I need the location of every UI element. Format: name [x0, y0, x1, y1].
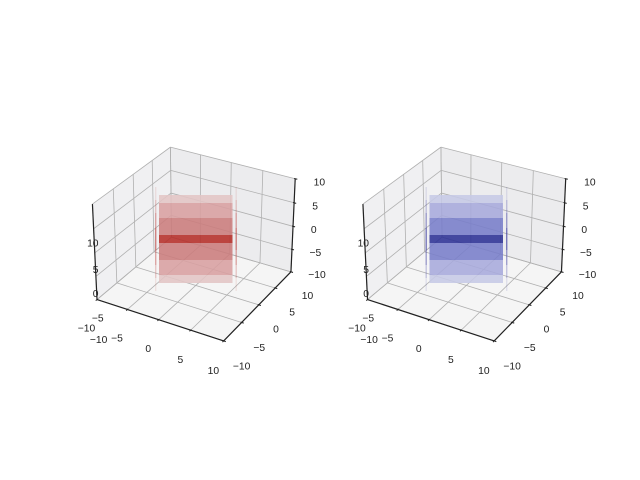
svg-text:−5: −5: [382, 334, 394, 345]
svg-text:10: 10: [208, 366, 220, 377]
svg-text:−5: −5: [253, 343, 265, 354]
svg-text:5: 5: [93, 265, 99, 276]
svg-text:5: 5: [583, 201, 589, 212]
svg-text:−10: −10: [78, 323, 96, 334]
svg-text:−5: −5: [580, 248, 592, 259]
svg-text:−10: −10: [579, 270, 597, 281]
svg-text:−5: −5: [111, 334, 123, 345]
svg-text:0: 0: [273, 325, 279, 336]
svg-text:5: 5: [448, 355, 454, 366]
svg-text:10: 10: [478, 366, 490, 377]
svg-text:10: 10: [572, 291, 584, 302]
svg-text:0: 0: [363, 289, 369, 300]
svg-text:−10: −10: [360, 335, 378, 346]
svg-text:0: 0: [544, 325, 550, 336]
svg-text:0: 0: [93, 289, 99, 300]
svg-text:−10: −10: [90, 335, 108, 346]
svg-text:−10: −10: [308, 270, 326, 281]
svg-text:0: 0: [581, 225, 587, 236]
svg-text:10: 10: [302, 291, 314, 302]
svg-text:5: 5: [289, 307, 295, 318]
svg-text:5: 5: [363, 265, 369, 276]
svg-text:−10: −10: [503, 362, 521, 373]
svg-text:−5: −5: [310, 248, 322, 259]
svg-text:10: 10: [584, 177, 596, 188]
svg-text:−10: −10: [233, 362, 251, 373]
svg-text:10: 10: [314, 177, 326, 188]
svg-text:0: 0: [145, 344, 151, 355]
svg-text:−10: −10: [348, 323, 366, 334]
svg-text:10: 10: [358, 238, 370, 249]
svg-text:5: 5: [312, 201, 318, 212]
svg-text:0: 0: [416, 344, 422, 355]
svg-text:−5: −5: [524, 343, 536, 354]
svg-text:0: 0: [311, 225, 317, 236]
svg-text:5: 5: [560, 307, 566, 318]
svg-text:10: 10: [87, 238, 99, 249]
svg-text:5: 5: [178, 355, 184, 366]
